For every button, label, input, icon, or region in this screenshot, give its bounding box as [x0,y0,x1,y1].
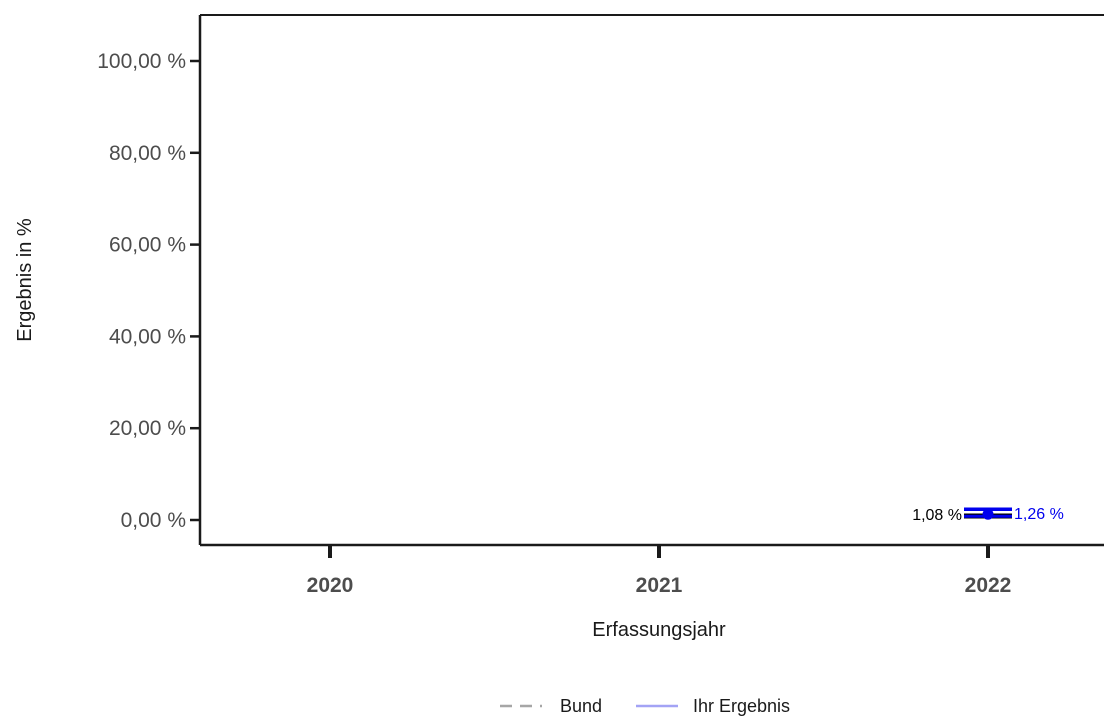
bund-value-label: 1,08 % [912,507,962,524]
ihr-ergebnis-point [982,508,994,520]
chart-marks: 1,08 % 1,26 % [912,506,1064,524]
x-tick-label: 2022 [965,574,1012,597]
y-axis-title: Ergebnis in % [14,218,36,342]
y-tick-label: 80,00 % [109,142,186,165]
legend-label-ihr-ergebnis: Ihr Ergebnis [693,696,790,716]
x-tick-label: 2021 [636,574,683,597]
x-axis: 2020 2021 2022 [200,543,1104,597]
x-axis-title: Erfassungsjahr [592,619,726,641]
legend: Bund Ihr Ergebnis [500,696,790,716]
x-tick-label: 2020 [307,574,354,597]
y-axis: 0,00 % 20,00 % 40,00 % 60,00 % 80,00 % 100,00… [97,14,1104,545]
y-tick-label: 100,00 % [97,50,186,73]
y-tick-label: 40,00 % [109,325,186,348]
legend-label-bund: Bund [560,696,602,716]
ihr-ergebnis-value-label: 1,26 % [1014,506,1064,523]
y-tick-label: 60,00 % [109,234,186,257]
y-tick-label: 20,00 % [109,417,186,440]
y-tick-label: 0,00 % [121,509,186,532]
